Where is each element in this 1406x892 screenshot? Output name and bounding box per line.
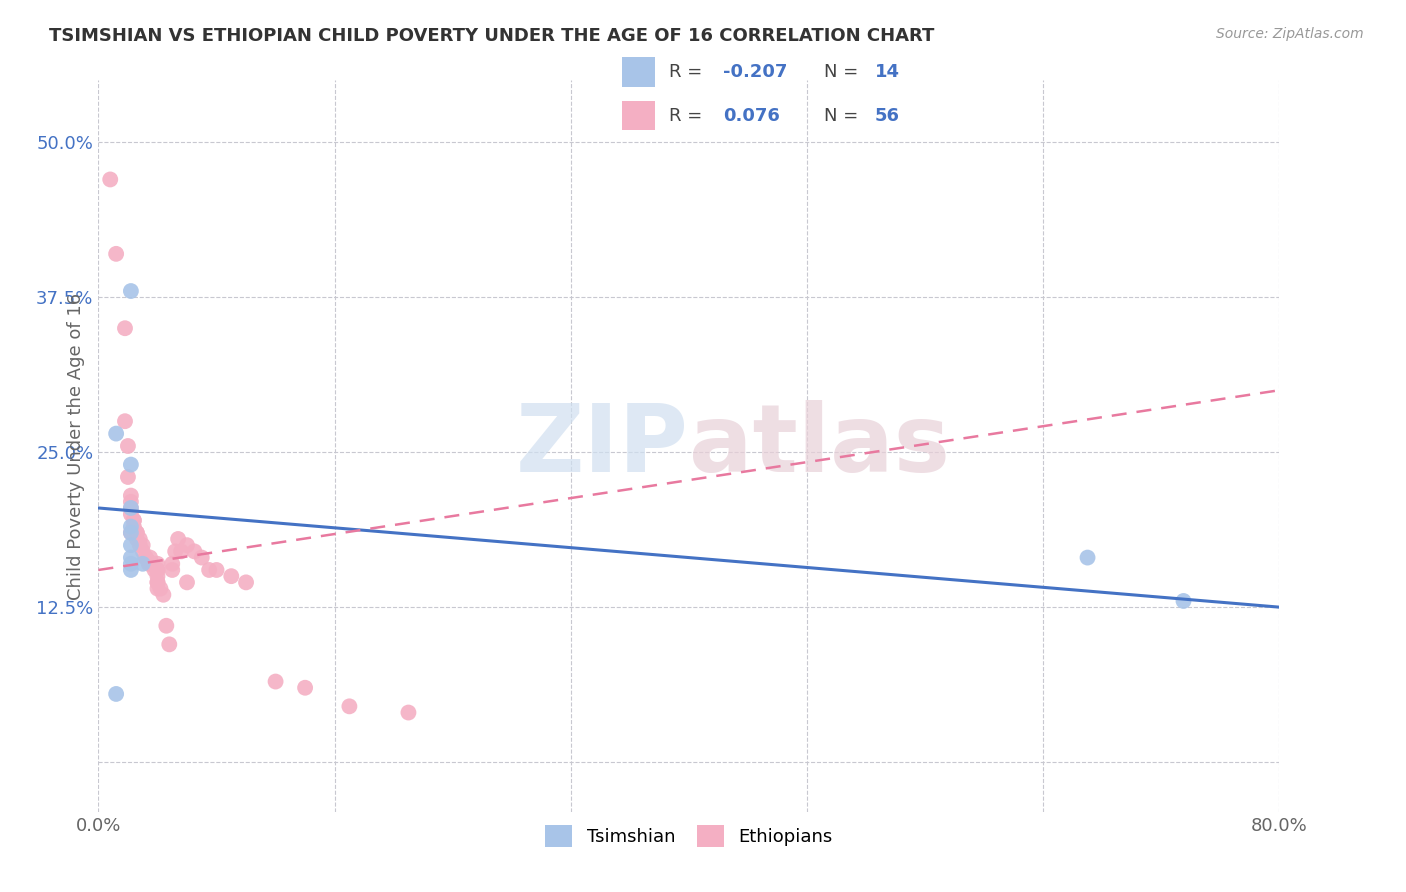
Point <box>120 563 142 577</box>
Point <box>167 532 190 546</box>
Point <box>120 500 142 515</box>
Point <box>146 557 169 571</box>
Point <box>191 550 214 565</box>
Point <box>132 557 155 571</box>
Point <box>141 557 163 571</box>
Point <box>117 470 139 484</box>
Point <box>146 582 169 596</box>
Text: 0.076: 0.076 <box>723 106 780 125</box>
Point <box>162 557 183 571</box>
Point <box>165 544 187 558</box>
Text: R =: R = <box>669 106 714 125</box>
Point <box>105 687 128 701</box>
Point <box>294 681 316 695</box>
Point <box>264 674 287 689</box>
Point <box>235 575 257 590</box>
Text: TSIMSHIAN VS ETHIOPIAN CHILD POVERTY UNDER THE AGE OF 16 CORRELATION CHART: TSIMSHIAN VS ETHIOPIAN CHILD POVERTY UND… <box>49 27 935 45</box>
Point <box>149 582 172 596</box>
Point <box>157 637 180 651</box>
Point <box>398 706 420 720</box>
Text: Source: ZipAtlas.com: Source: ZipAtlas.com <box>1216 27 1364 41</box>
Text: N =: N = <box>824 106 865 125</box>
Point <box>114 321 136 335</box>
Point <box>120 284 142 298</box>
Point <box>139 550 162 565</box>
Point <box>122 519 145 533</box>
Point <box>120 557 142 571</box>
Point <box>117 439 139 453</box>
Point <box>1173 594 1195 608</box>
Point <box>205 563 228 577</box>
Point <box>125 532 148 546</box>
Point <box>146 563 169 577</box>
Point <box>120 538 142 552</box>
Point <box>120 525 142 540</box>
Y-axis label: Child Poverty Under the Age of 16: Child Poverty Under the Age of 16 <box>66 293 84 599</box>
Point <box>146 575 169 590</box>
Point <box>135 550 157 565</box>
Point <box>198 563 221 577</box>
Point <box>146 569 169 583</box>
FancyBboxPatch shape <box>621 57 655 87</box>
Point <box>155 619 177 633</box>
Text: 56: 56 <box>875 106 900 125</box>
Point <box>120 500 142 515</box>
Point <box>176 575 198 590</box>
Point <box>122 513 145 527</box>
Point <box>162 563 183 577</box>
Point <box>132 544 155 558</box>
Point <box>1077 550 1099 565</box>
Point <box>176 538 198 552</box>
Point <box>146 563 169 577</box>
Text: 14: 14 <box>875 62 900 81</box>
Point <box>339 699 361 714</box>
Point <box>120 495 142 509</box>
Point <box>128 538 150 552</box>
Point <box>183 544 205 558</box>
Point <box>120 525 142 540</box>
Point <box>152 588 174 602</box>
Point <box>120 519 142 533</box>
Point <box>120 507 142 521</box>
Point <box>120 550 142 565</box>
Point <box>138 554 160 568</box>
Point <box>146 575 169 590</box>
Point <box>132 538 155 552</box>
Point <box>122 513 145 527</box>
FancyBboxPatch shape <box>621 101 655 130</box>
Point <box>221 569 243 583</box>
Text: atlas: atlas <box>689 400 950 492</box>
Point <box>135 550 157 565</box>
Point <box>120 458 142 472</box>
Legend: Tsimshian, Ethiopians: Tsimshian, Ethiopians <box>538 817 839 854</box>
Text: -0.207: -0.207 <box>723 62 787 81</box>
Text: N =: N = <box>824 62 865 81</box>
Text: R =: R = <box>669 62 709 81</box>
Point <box>105 426 128 441</box>
Point <box>120 489 142 503</box>
Point <box>138 557 160 571</box>
Point <box>125 525 148 540</box>
Point <box>128 532 150 546</box>
Text: ZIP: ZIP <box>516 400 689 492</box>
Point <box>125 525 148 540</box>
Point <box>105 247 128 261</box>
Point <box>143 563 166 577</box>
Point <box>98 172 121 186</box>
Point <box>170 544 193 558</box>
Point <box>114 414 136 428</box>
